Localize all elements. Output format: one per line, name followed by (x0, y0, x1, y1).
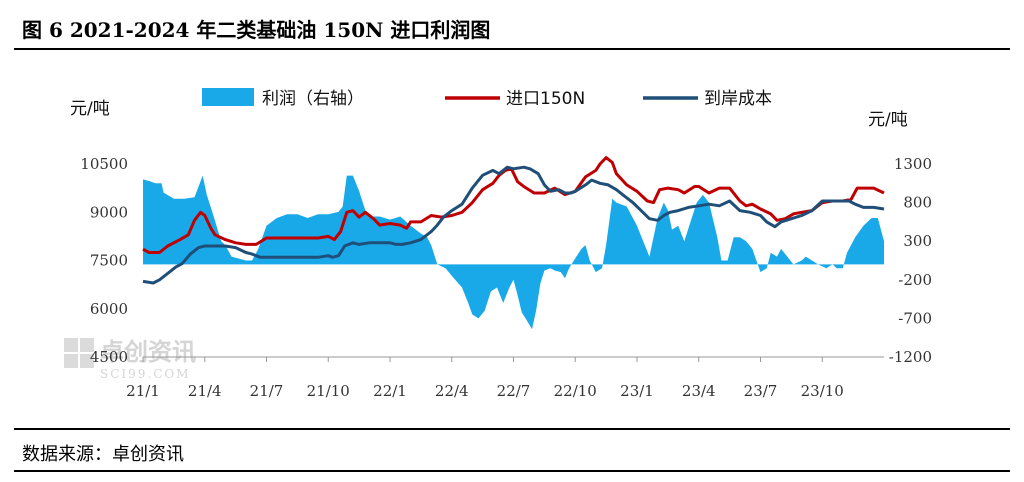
legend-swatch-profit (202, 88, 254, 106)
landed-cost-line (142, 165, 885, 285)
y-right-tick-label: -700 (898, 309, 932, 327)
watermark-logo (80, 338, 94, 352)
y-right-tick-label: 1300 (894, 155, 932, 173)
y-left-tick-label: 7500 (90, 252, 128, 270)
axes-layer: 21/1 21/4 21/7 21/10 22/1 22/4 22/7 22/10 23/1 23… (70, 99, 932, 400)
title-divider (14, 48, 1010, 50)
source-divider (14, 428, 1010, 430)
profit-area (143, 175, 884, 330)
y-right-tick-label: -1200 (889, 348, 932, 366)
y-left-tick-label: 10500 (80, 155, 128, 173)
legend-label-landed-cost: 到岸成本 (704, 89, 772, 109)
source-note: 数据来源：卓创资讯 (22, 444, 184, 465)
legend-label-profit: 利润（右轴） (262, 89, 364, 109)
legend-label-import-150n: 进口150N (506, 89, 585, 109)
x-tick-label: 23/1 (620, 382, 654, 400)
profit-area-layer (143, 175, 884, 330)
y-right-tick-label: 300 (903, 232, 932, 250)
x-tick-label: 21/10 (307, 382, 350, 400)
watermark-logo (64, 354, 78, 368)
price-lines-layer (142, 156, 885, 285)
legend: 利润（右轴） 进口150N 到岸成本 (202, 88, 772, 109)
x-tick-label: 21/1 (126, 382, 160, 400)
watermark-name: 卓创资讯 (100, 337, 196, 366)
x-tick-label: 22/7 (497, 382, 531, 400)
y-left-unit: 元/吨 (70, 99, 110, 119)
x-tick-label: 21/4 (188, 382, 222, 400)
watermark: 卓创资讯 SCI99.COM (64, 337, 196, 381)
x-tick-label: 22/10 (554, 382, 597, 400)
y-left-tick-label: 4500 (90, 348, 128, 366)
y-right-unit: 元/吨 (868, 110, 908, 130)
y-right-tick-label: 800 (903, 194, 932, 212)
x-tick-label: 23/7 (744, 382, 778, 400)
x-tick-label: 21/7 (250, 382, 284, 400)
import-150n-line (142, 156, 885, 254)
watermark-logo (80, 354, 94, 368)
watermark-logo (64, 338, 78, 352)
x-tick-label: 22/4 (435, 382, 469, 400)
watermark-site: SCI99.COM (100, 367, 191, 381)
x-tick-label: 23/4 (682, 382, 716, 400)
page-title: 图 6 2021-2024 年二类基础油 150N 进口利润图 (22, 18, 491, 42)
x-tick-label: 22/1 (373, 382, 407, 400)
y-left-tick-label: 6000 (90, 300, 128, 318)
y-right-tick-label: -200 (898, 271, 932, 289)
y-left-tick-label: 9000 (90, 203, 128, 221)
x-tick-label: 23/10 (801, 382, 844, 400)
bottom-divider (14, 470, 1010, 472)
